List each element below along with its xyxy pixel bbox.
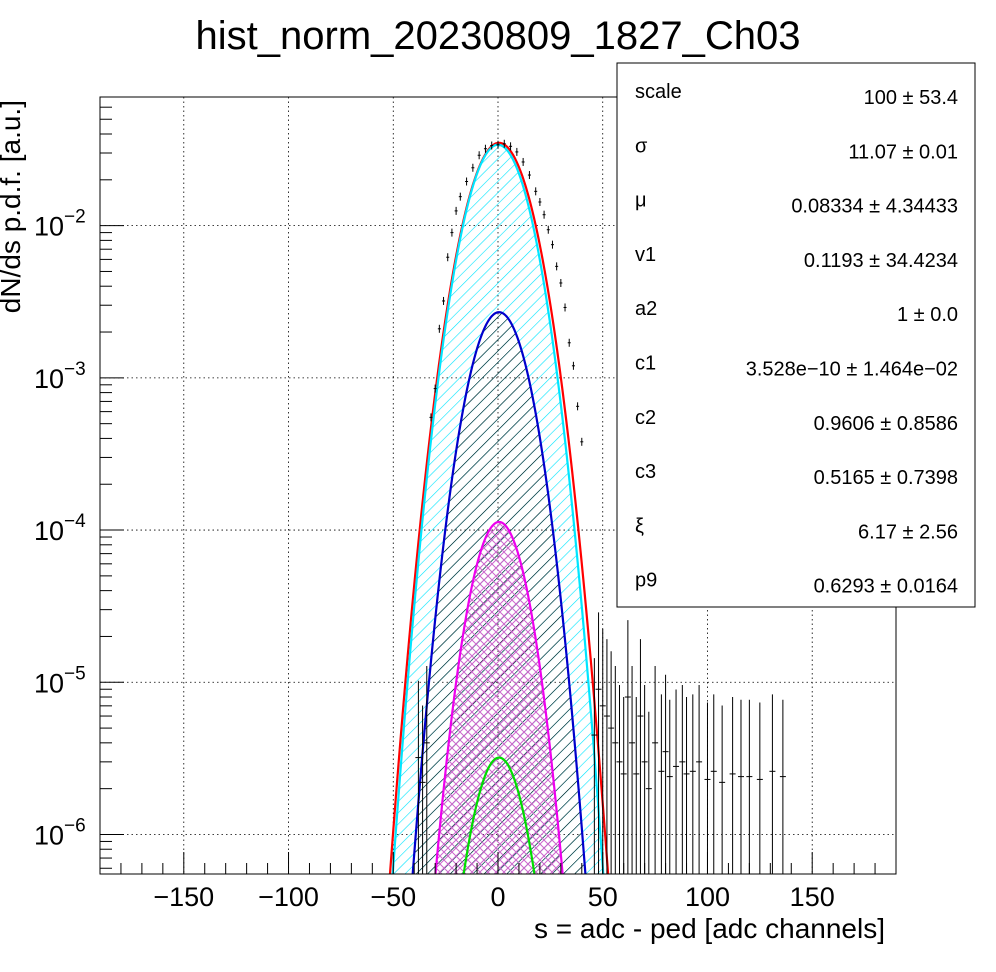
stats-param-name: σ bbox=[635, 135, 648, 157]
stats-param-name: a2 bbox=[635, 298, 657, 320]
y-tick-label: 10−4 bbox=[34, 511, 86, 546]
y-tick-label: 10−2 bbox=[34, 207, 86, 242]
stats-param-value: 11.07 ± 0.01 bbox=[848, 141, 958, 163]
stats-param-value: 3.528e−10 ± 1.464e−02 bbox=[746, 359, 958, 381]
axis-ticks bbox=[99, 96, 897, 874]
stats-param-value: 0.1193 ± 34.4234 bbox=[804, 250, 958, 272]
stats-param-name: c1 bbox=[635, 353, 656, 375]
x-tick-label: 0 bbox=[490, 882, 505, 912]
fit-curve bbox=[411, 311, 587, 874]
y-tick-label: 10−5 bbox=[34, 663, 86, 698]
stats-param-name: p9 bbox=[635, 570, 657, 592]
stats-param-value: 6.17 ± 2.56 bbox=[858, 521, 958, 543]
x-tick-labels: −150 −100 −50 0 50 100 150 bbox=[153, 882, 834, 912]
stats-param-name: ξ bbox=[635, 515, 644, 537]
x-tick-label: 100 bbox=[685, 882, 730, 912]
stats-param-value: 100 ± 53.4 bbox=[864, 87, 958, 109]
stats-box-frame bbox=[616, 62, 976, 608]
stats-param-name: v1 bbox=[635, 244, 656, 266]
fit-curves bbox=[388, 141, 610, 874]
stats-param-value: 0.5165 ± 0.7398 bbox=[814, 467, 958, 489]
y-tick-label: 10−6 bbox=[34, 815, 86, 850]
fit-curve bbox=[434, 520, 564, 874]
data-points bbox=[415, 139, 786, 874]
fit-statistics-box: scale 100 ± 53.4 σ 11.07 ± 0.01 μ 0.08334 ± 4… bbox=[616, 62, 976, 608]
y-axis-label: dN/ds p.d.f. [a.u.] bbox=[0, 100, 26, 313]
x-axis-label: s = adc - ped [adc channels] bbox=[534, 913, 885, 944]
stats-param-value: 0.9606 ± 0.8586 bbox=[814, 413, 958, 435]
stats-param-name: scale bbox=[635, 81, 682, 103]
x-tick-label: −50 bbox=[370, 882, 416, 912]
chart-title: hist_norm_20230809_1827_Ch03 bbox=[196, 14, 801, 58]
y-tick-labels: 10−6 10−5 10−4 10−3 10−2 bbox=[34, 207, 86, 851]
stats-param-value: 0.6293 ± 0.0164 bbox=[814, 576, 958, 598]
fit-curve bbox=[388, 141, 610, 874]
fit-curve bbox=[462, 756, 536, 874]
stats-param-value: 1 ± 0.0 bbox=[897, 304, 958, 326]
y-tick-label: 10−3 bbox=[34, 359, 86, 394]
x-tick-label: 150 bbox=[790, 882, 835, 912]
stats-param-value: 0.08334 ± 4.34433 bbox=[791, 196, 958, 218]
stats-param-name: c3 bbox=[635, 461, 656, 483]
x-tick-label: 50 bbox=[588, 882, 618, 912]
stats-param-name: μ bbox=[635, 190, 647, 212]
x-tick-label: −100 bbox=[258, 882, 319, 912]
stats-param-name: c2 bbox=[635, 407, 656, 429]
x-tick-label: −150 bbox=[153, 882, 214, 912]
